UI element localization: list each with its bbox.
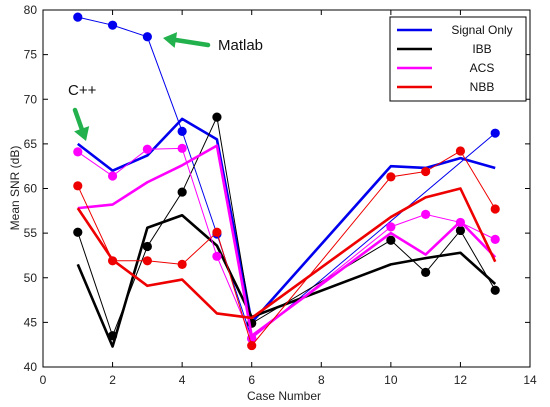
data-point <box>142 241 152 252</box>
data-point <box>386 235 396 245</box>
data-point <box>247 333 257 344</box>
y-tick-label: 75 <box>24 48 38 62</box>
data-point <box>73 227 83 237</box>
data-point <box>107 20 118 30</box>
y-tick-label: 65 <box>24 137 38 151</box>
x-tick-label: 4 <box>179 373 186 387</box>
data-point <box>421 209 431 219</box>
y-tick-label: 40 <box>24 360 38 374</box>
data-point <box>247 340 257 351</box>
series-1 <box>73 112 500 348</box>
y-tick-label: 45 <box>24 315 38 329</box>
legend-label: ACS <box>470 61 495 75</box>
legend: Signal Only IBB ACS NBB <box>389 16 527 102</box>
legend-label: Signal Only <box>451 23 512 37</box>
data-point <box>421 267 431 277</box>
data-point <box>490 128 500 138</box>
series-marker-trace <box>77 150 496 347</box>
data-point <box>73 181 83 191</box>
data-point <box>455 217 466 228</box>
data-point <box>386 222 396 232</box>
data-point <box>212 251 222 261</box>
data-point <box>142 256 152 266</box>
matlab-arrow <box>163 32 211 48</box>
x-tick-label: 2 <box>109 373 116 387</box>
y-axis-label: Mean SNR (dB) <box>8 146 22 231</box>
cpp-arrow <box>72 107 90 141</box>
series-2 <box>73 143 500 344</box>
data-point <box>455 146 466 156</box>
data-point <box>142 144 152 154</box>
data-point <box>177 259 187 269</box>
series-line <box>76 213 497 348</box>
series-marker-trace <box>77 147 496 340</box>
legend-label: NBB <box>470 80 495 94</box>
axes-layer: 0 2 4 6 8 10 12 14 40 45 50 55 60 65 70 75 80 <box>24 3 537 387</box>
annotation-matlab: Matlab <box>218 37 263 54</box>
data-point <box>177 126 187 136</box>
series-line <box>76 187 497 320</box>
data-point <box>142 32 152 42</box>
data-point <box>107 331 118 341</box>
data-point <box>73 12 83 22</box>
legend-label: IBB <box>472 42 491 56</box>
x-tick-label: 10 <box>384 373 398 387</box>
x-tick-label: 8 <box>318 373 325 387</box>
data-point <box>490 234 500 244</box>
data-point <box>107 171 118 181</box>
annotation-cpp: C++ <box>68 82 97 99</box>
series-layer <box>73 12 500 351</box>
data-point <box>212 112 222 122</box>
x-tick-label: 14 <box>523 373 537 387</box>
data-point <box>421 166 431 177</box>
y-tick-label: 80 <box>24 3 38 17</box>
data-point <box>490 285 500 295</box>
annotation-layer: Matlab C++ <box>68 32 263 141</box>
x-axis-label: Case Number <box>247 389 321 403</box>
data-point <box>73 147 83 157</box>
data-point <box>386 172 396 182</box>
x-tick-label: 6 <box>248 373 255 387</box>
data-point <box>177 187 187 197</box>
data-point <box>177 143 187 153</box>
data-point <box>455 225 466 236</box>
series-3 <box>73 146 500 351</box>
data-point <box>490 204 500 214</box>
series-line <box>77 144 497 338</box>
x-tick-label: 0 <box>40 373 47 387</box>
data-point <box>107 256 118 266</box>
y-tick-label: 70 <box>24 92 38 106</box>
y-tick-label: 55 <box>24 226 38 240</box>
y-tick-label: 60 <box>24 182 38 196</box>
y-tick-label: 50 <box>24 271 38 285</box>
data-point <box>212 227 222 237</box>
x-tick-label: 12 <box>454 373 468 387</box>
